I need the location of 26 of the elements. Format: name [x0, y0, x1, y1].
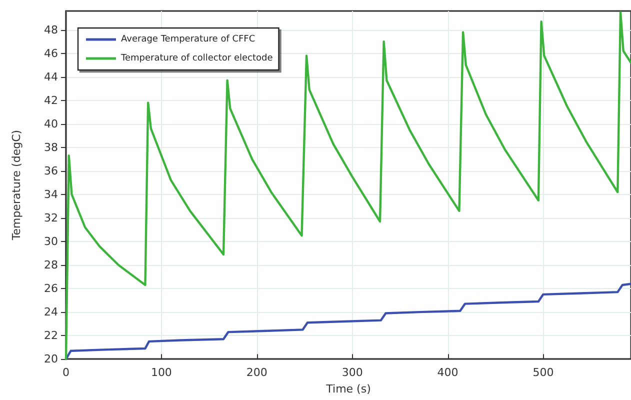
x-axis-title: Time (s) [325, 382, 371, 396]
y-axis-title: Temperature (degC) [10, 130, 23, 242]
y-tick-label: 34 [44, 188, 58, 201]
legend-label: Temperature of collector electode [120, 54, 274, 64]
y-tick-label: 32 [44, 211, 58, 224]
y-tick-label: 40 [44, 117, 58, 130]
x-tick-label: 200 [246, 366, 268, 380]
y-tick-label: 44 [44, 70, 58, 84]
x-tick-label: 400 [437, 366, 458, 380]
y-tick-label: 24 [44, 306, 58, 319]
y-tick-label: 48 [44, 23, 58, 36]
y-tick-label: 28 [44, 258, 58, 272]
y-tick-label: 36 [44, 164, 58, 178]
legend-label: Average Temperature of CFFC [121, 34, 256, 44]
x-tick-label: 100 [150, 366, 172, 380]
y-tick-label: 22 [44, 329, 58, 342]
x-tick-label: 0 [62, 366, 70, 380]
y-tick-label: 46 [44, 46, 58, 60]
y-tick-label: 30 [44, 235, 58, 248]
y-tick-label: 42 [44, 94, 58, 107]
line-series [64, 11, 631, 360]
x-tick-label: 300 [342, 366, 363, 380]
y-tick-label: 26 [44, 282, 58, 296]
y-tick-label: 20 [44, 352, 58, 366]
y-tick-label: 38 [44, 140, 58, 154]
x-tick-label: 500 [532, 366, 554, 380]
